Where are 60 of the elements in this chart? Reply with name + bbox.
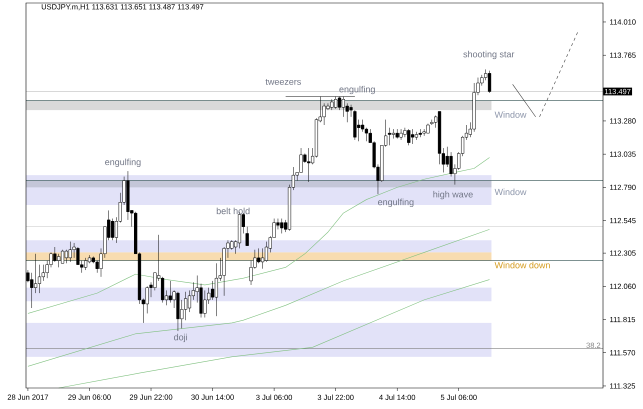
candlestick <box>68 241 72 262</box>
annotation: tweezers <box>266 78 301 85</box>
candlestick <box>42 264 45 282</box>
band-label: Window <box>494 188 526 196</box>
candlestick <box>57 254 60 268</box>
line-series <box>28 157 490 314</box>
candlestick <box>488 70 492 94</box>
candlestick <box>338 96 342 110</box>
candlestick <box>88 254 92 264</box>
band-label: Window <box>494 111 526 118</box>
candlestick <box>249 260 253 286</box>
candlestick <box>260 248 264 269</box>
candlestick <box>34 254 38 294</box>
candlestick <box>407 128 410 146</box>
line-series <box>58 279 490 388</box>
candlestick <box>222 246 226 296</box>
candlestick <box>280 218 284 234</box>
candlestick <box>449 152 453 177</box>
candlestick <box>353 110 357 140</box>
candlestick <box>414 132 418 140</box>
candlestick <box>199 283 203 318</box>
candlestick <box>330 98 334 110</box>
band-label: Window down <box>494 262 550 268</box>
candlestick <box>472 82 476 132</box>
annotation: belt hold <box>216 208 250 214</box>
candlestick <box>399 128 403 140</box>
candlestick <box>422 128 426 136</box>
candlestick <box>214 263 218 316</box>
candlestick <box>342 96 345 118</box>
annotation: engulfing <box>378 198 414 207</box>
candlestick <box>346 103 349 123</box>
candlestick <box>126 170 130 220</box>
candlestick <box>64 249 68 264</box>
candlestick <box>176 292 180 332</box>
candlestick <box>418 128 422 138</box>
candlestick <box>53 246 56 262</box>
candlestick <box>264 241 268 262</box>
candlestick <box>430 119 434 126</box>
candlestick <box>410 128 414 144</box>
candlestick <box>360 119 364 132</box>
annotation: engulfing <box>105 158 141 167</box>
annotation: high wave <box>433 190 473 200</box>
candlestick <box>168 280 172 303</box>
candlestick <box>307 148 310 182</box>
candlestick <box>160 276 164 303</box>
candlestick <box>84 258 88 270</box>
candlestick <box>396 128 399 139</box>
candlestick <box>38 264 42 294</box>
candlestick <box>184 292 188 320</box>
line-series <box>28 229 490 367</box>
candlestick <box>388 127 392 146</box>
candlestick <box>188 290 192 312</box>
candlestick <box>110 218 114 240</box>
candlestick <box>203 290 207 318</box>
candlestick <box>30 272 34 308</box>
candlestick <box>322 103 326 126</box>
candlestick <box>364 127 368 142</box>
annotation: doji <box>174 334 188 342</box>
annotation: engulfing <box>339 86 375 94</box>
annotation: shooting star <box>463 50 514 60</box>
